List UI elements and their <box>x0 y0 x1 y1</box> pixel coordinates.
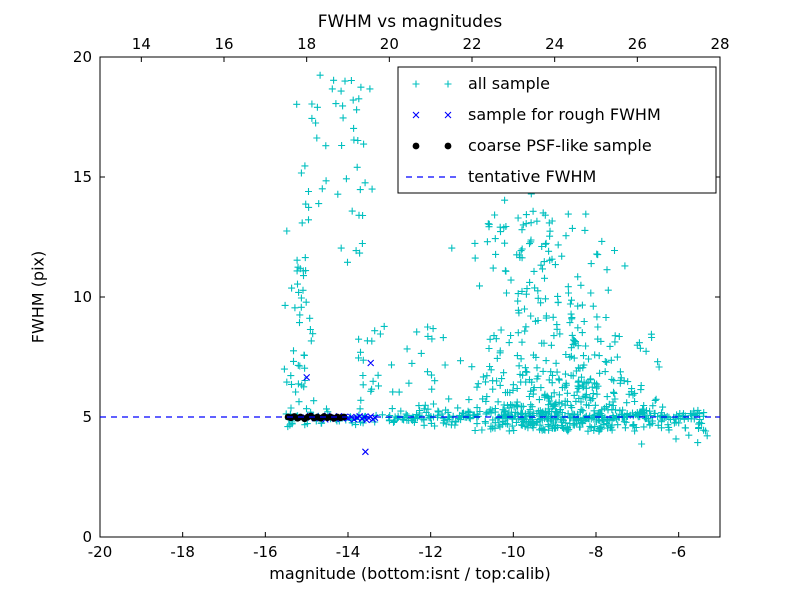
legend-circle-icon <box>444 142 452 150</box>
x-tick-label: -16 <box>253 543 278 561</box>
x2-tick-label: 22 <box>462 35 481 53</box>
x-axis-label: magnitude (bottom:isnt / top:calib) <box>269 564 551 583</box>
y-tick-label: 20 <box>73 48 92 66</box>
y-tick-label: 5 <box>82 408 92 426</box>
x2-tick-label: 18 <box>297 35 316 53</box>
x-tick-label: -18 <box>170 543 195 561</box>
legend-label: tentative FWHM <box>468 167 596 186</box>
axis-ticks <box>99 56 721 538</box>
x2-tick-label: 16 <box>214 35 233 53</box>
x-tick-label: -6 <box>671 543 686 561</box>
x-tick-label: -8 <box>589 543 604 561</box>
x2-tick-label: 20 <box>380 35 399 53</box>
x2-tick-label: 14 <box>132 35 151 53</box>
y-tick-label: 0 <box>82 528 92 546</box>
legend-label: sample for rough FWHM <box>468 105 661 124</box>
x-tick-label: -20 <box>88 543 113 561</box>
legend-label: coarse PSF-like sample <box>468 136 652 155</box>
legend-circle-icon <box>412 142 420 150</box>
legend-label: all sample <box>468 74 550 93</box>
legend-x-icon <box>444 111 452 119</box>
chart-title: FWHM vs magnitudes <box>317 12 503 32</box>
x2-tick-label: 26 <box>628 35 647 53</box>
legend-plus-icon <box>412 80 420 88</box>
y-tick-label: 10 <box>73 288 92 306</box>
x-tick-label: -12 <box>418 543 443 561</box>
x2-tick-label: 28 <box>710 35 729 53</box>
y-tick-label: 15 <box>73 168 92 186</box>
legend-plus-icon <box>444 80 452 88</box>
x2-tick-label: 24 <box>545 35 564 53</box>
x-tick-label: -14 <box>336 543 361 561</box>
legend-box <box>397 66 717 194</box>
legend-x-icon <box>412 111 420 119</box>
x-tick-label: -10 <box>501 543 526 561</box>
